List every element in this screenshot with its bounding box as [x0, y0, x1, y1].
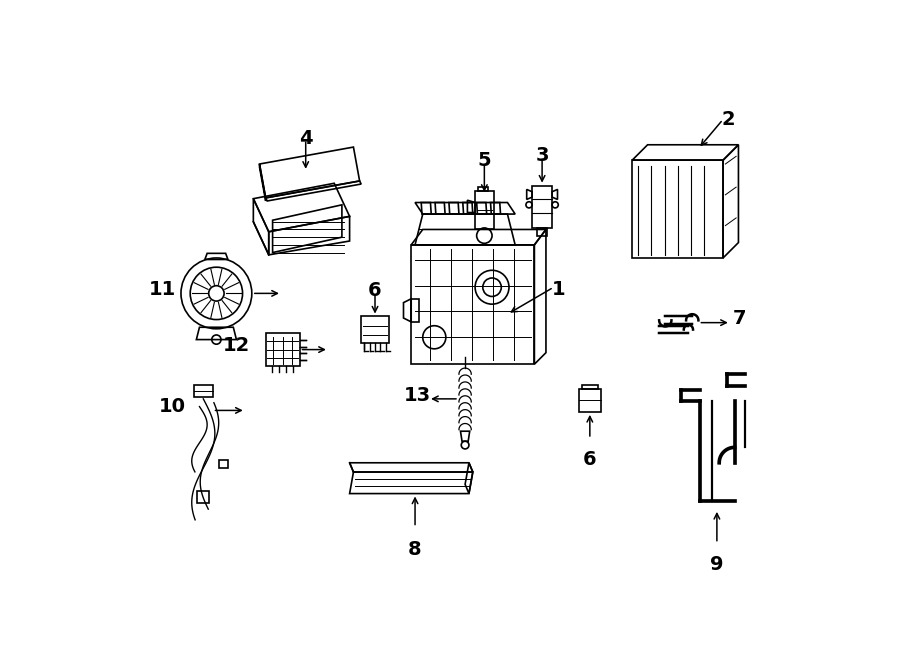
Text: 7: 7 — [734, 309, 747, 329]
Text: 1: 1 — [553, 280, 566, 299]
Text: 11: 11 — [148, 280, 176, 299]
Text: 13: 13 — [404, 385, 431, 405]
Text: 6: 6 — [368, 281, 382, 300]
Text: 3: 3 — [536, 145, 549, 165]
Text: 2: 2 — [722, 110, 735, 129]
Text: 12: 12 — [223, 336, 250, 355]
Text: 9: 9 — [710, 555, 724, 574]
Text: 5: 5 — [478, 151, 491, 170]
Text: 10: 10 — [159, 397, 186, 416]
Text: 4: 4 — [299, 130, 312, 148]
Text: 6: 6 — [583, 450, 597, 469]
Text: 8: 8 — [409, 540, 422, 559]
